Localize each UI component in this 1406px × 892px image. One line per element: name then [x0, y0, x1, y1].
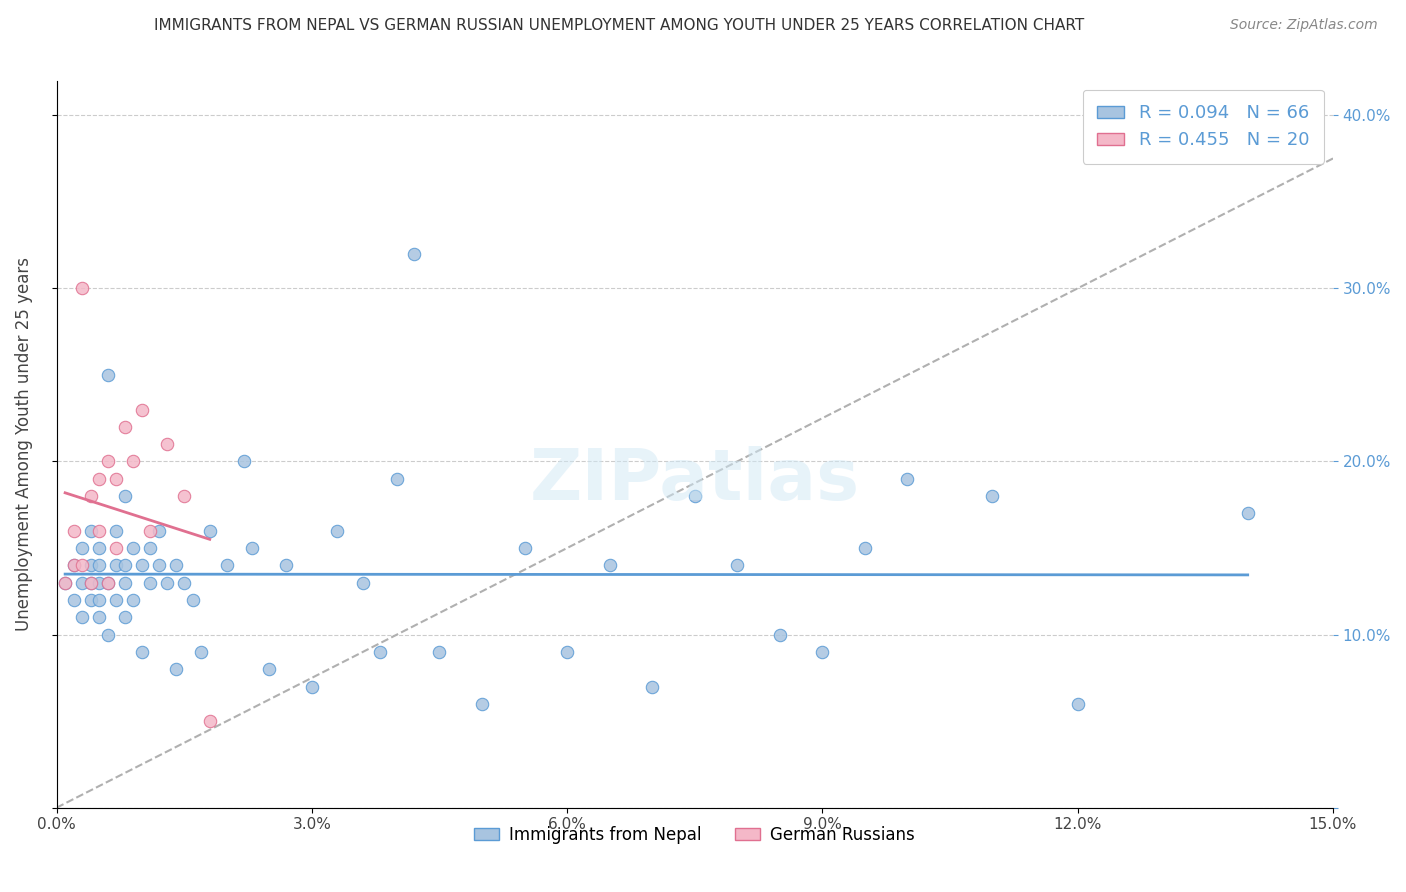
Point	[513, 541, 536, 555]
Point	[89, 558, 111, 573]
Point	[122, 593, 145, 607]
Point	[131, 558, 153, 573]
Point	[215, 558, 238, 573]
Point	[148, 524, 170, 538]
Point	[97, 368, 120, 382]
Point	[683, 489, 706, 503]
Point	[139, 541, 162, 555]
Point	[70, 541, 93, 555]
Point	[97, 454, 120, 468]
Point	[89, 575, 111, 590]
Point	[429, 645, 451, 659]
Point	[1236, 507, 1258, 521]
Point	[981, 489, 1004, 503]
Point	[853, 541, 876, 555]
Point	[62, 558, 84, 573]
Point	[198, 524, 221, 538]
Point	[896, 472, 918, 486]
Point	[70, 281, 93, 295]
Point	[181, 593, 204, 607]
Point	[114, 489, 136, 503]
Point	[402, 247, 425, 261]
Point	[599, 558, 621, 573]
Point	[368, 645, 391, 659]
Point	[97, 627, 120, 641]
Point	[1066, 697, 1088, 711]
Text: Source: ZipAtlas.com: Source: ZipAtlas.com	[1230, 18, 1378, 32]
Point	[114, 575, 136, 590]
Point	[122, 454, 145, 468]
Point	[259, 662, 281, 676]
Point	[89, 593, 111, 607]
Point	[114, 420, 136, 434]
Point	[131, 402, 153, 417]
Point	[139, 575, 162, 590]
Text: IMMIGRANTS FROM NEPAL VS GERMAN RUSSIAN UNEMPLOYMENT AMONG YOUTH UNDER 25 YEARS : IMMIGRANTS FROM NEPAL VS GERMAN RUSSIAN …	[153, 18, 1084, 33]
Point	[105, 593, 128, 607]
Point	[53, 575, 76, 590]
Point	[190, 645, 212, 659]
Point	[89, 610, 111, 624]
Point	[79, 558, 101, 573]
Point	[62, 558, 84, 573]
Point	[105, 558, 128, 573]
Point	[471, 697, 494, 711]
Point	[53, 575, 76, 590]
Point	[811, 645, 834, 659]
Point	[105, 541, 128, 555]
Point	[97, 575, 120, 590]
Point	[276, 558, 298, 573]
Point	[70, 558, 93, 573]
Point	[62, 593, 84, 607]
Point	[114, 558, 136, 573]
Point	[89, 541, 111, 555]
Text: ZIPatlas: ZIPatlas	[530, 446, 859, 515]
Point	[352, 575, 374, 590]
Point	[70, 610, 93, 624]
Point	[555, 645, 578, 659]
Point	[122, 541, 145, 555]
Point	[165, 558, 187, 573]
Point	[131, 645, 153, 659]
Point	[79, 575, 101, 590]
Point	[198, 714, 221, 728]
Point	[725, 558, 748, 573]
Point	[769, 627, 792, 641]
Point	[105, 524, 128, 538]
Point	[70, 575, 93, 590]
Legend: R = 0.094   N = 66, R = 0.455   N = 20: R = 0.094 N = 66, R = 0.455 N = 20	[1083, 90, 1324, 163]
Point	[62, 524, 84, 538]
Point	[97, 575, 120, 590]
Point	[641, 680, 664, 694]
Point	[79, 524, 101, 538]
Y-axis label: Unemployment Among Youth under 25 years: Unemployment Among Youth under 25 years	[15, 257, 32, 632]
Point	[301, 680, 323, 694]
Point	[105, 472, 128, 486]
Point	[79, 593, 101, 607]
Point	[156, 575, 179, 590]
Point	[79, 489, 101, 503]
Point	[173, 489, 195, 503]
Point	[156, 437, 179, 451]
Point	[79, 575, 101, 590]
Point	[139, 524, 162, 538]
Point	[232, 454, 254, 468]
Point	[240, 541, 263, 555]
Point	[89, 524, 111, 538]
Point	[326, 524, 349, 538]
Point	[148, 558, 170, 573]
Point	[385, 472, 408, 486]
Point	[89, 472, 111, 486]
Point	[173, 575, 195, 590]
Point	[114, 610, 136, 624]
Point	[165, 662, 187, 676]
